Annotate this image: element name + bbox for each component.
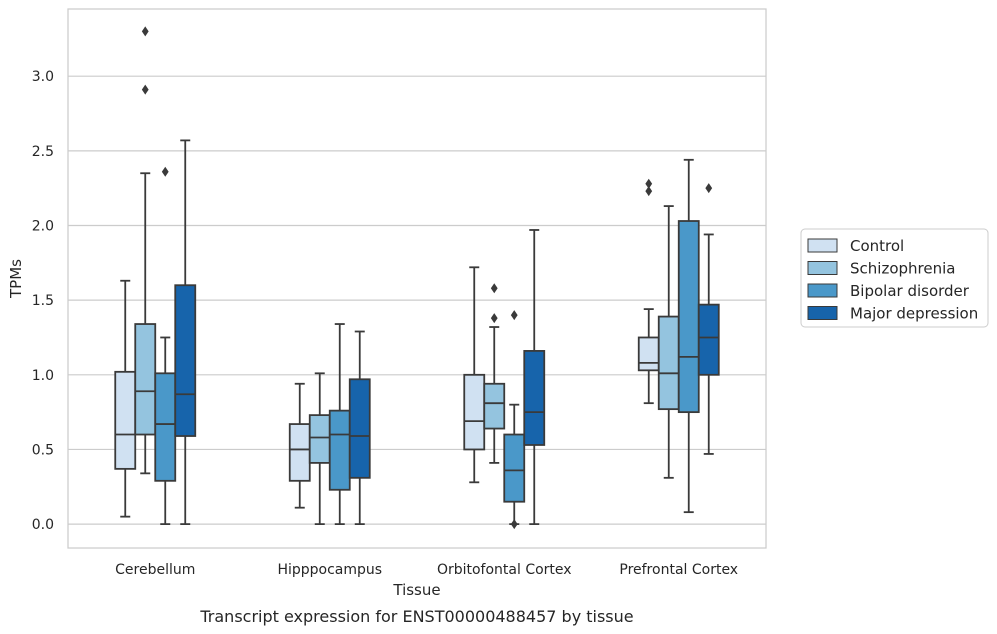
box-4-2: [657, 205, 680, 479]
legend-swatch: [807, 261, 838, 275]
x-tick-label: Prefrontal Cortex: [619, 562, 738, 578]
y-tick-label: 0.0: [32, 517, 54, 533]
box-3-2: [483, 283, 506, 464]
legend-label: Bipolar disorder: [850, 282, 970, 300]
outlier-marker: [510, 310, 518, 321]
box-2-4: [348, 330, 371, 526]
legend-swatch: [807, 238, 838, 253]
iqr-box: [463, 373, 486, 451]
iqr-box: [483, 382, 506, 430]
y-axis-title: TPMs: [7, 259, 25, 299]
y-tick-label: 0.5: [32, 442, 54, 458]
iqr-box: [114, 370, 137, 470]
x-tick-label: Cerebellum: [115, 562, 195, 578]
box-4-1: [637, 178, 660, 405]
y-tick-label: 3.0: [32, 69, 54, 85]
box-3-1: [463, 266, 486, 484]
iqr-box: [134, 323, 157, 436]
legend-swatch: [807, 306, 838, 320]
legend-label: Major depression: [850, 305, 978, 323]
box-2-1: [288, 382, 311, 509]
box-1-2: [134, 26, 157, 475]
iqr-box: [348, 378, 371, 479]
outlier-marker: [705, 183, 713, 194]
outlier-marker: [141, 26, 149, 37]
legend-swatch: [807, 283, 838, 298]
iqr-box: [697, 303, 720, 376]
plot-frame: [67, 8, 767, 549]
iqr-box: [503, 433, 526, 503]
iqr-box: [677, 220, 700, 414]
plot-boxes: [114, 26, 720, 530]
x-tick-label: Hipppocampus: [277, 562, 382, 578]
y-tick-label: 1.5: [32, 293, 54, 309]
x-tick-label: Orbitofontal Cortex: [437, 562, 572, 578]
iqr-box: [637, 336, 660, 372]
box-3-4: [523, 229, 546, 526]
iqr-box: [308, 414, 331, 464]
y-tick-label: 2.0: [32, 218, 54, 234]
outlier-marker: [490, 313, 498, 324]
x-axis-title: Tissue: [392, 581, 440, 599]
iqr-box: [523, 350, 546, 446]
legend-label: Schizophrenia: [850, 260, 955, 278]
y-tick-label: 2.5: [32, 144, 54, 160]
box-1-4: [174, 139, 197, 526]
iqr-box: [288, 423, 311, 482]
outlier-marker: [161, 166, 169, 177]
iqr-box: [657, 315, 680, 411]
outlier-marker: [510, 519, 518, 530]
outlier-marker: [141, 84, 149, 95]
outlier-marker: [645, 186, 653, 197]
chart-caption: Transcript expression for ENST0000048845…: [199, 607, 633, 626]
x-axis-ticks: Cerebellum Hipppocampus Orbitofontal Corte…: [115, 562, 738, 578]
box-4-3: [677, 158, 700, 514]
legend-frame: [800, 228, 989, 328]
box-2-3: [328, 323, 351, 526]
outlier-marker: [645, 178, 653, 189]
outlier-marker: [490, 283, 498, 294]
box-2-2: [308, 372, 331, 526]
box-4-4: [697, 183, 720, 455]
y-tick-label: 1.0: [32, 368, 54, 384]
box-1-3: [154, 166, 177, 526]
iqr-box: [174, 284, 197, 437]
legend-label: Control: [850, 237, 904, 255]
y-axis-ticks: 0.0 0.5 1.0 1.5 2.0 2.5 3.0: [32, 69, 54, 533]
box-1-1: [114, 279, 137, 518]
legend: Control Schizophrenia Bipolar disorder Majo…: [800, 228, 989, 328]
iqr-box: [154, 372, 177, 482]
box-3-3: [503, 310, 526, 530]
iqr-box: [328, 409, 351, 491]
